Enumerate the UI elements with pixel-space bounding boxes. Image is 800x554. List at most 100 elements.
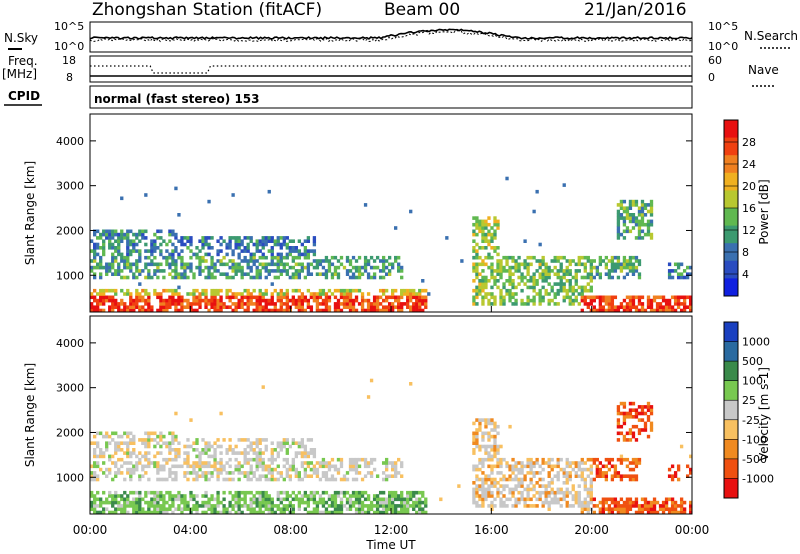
heatmap-cell xyxy=(135,510,139,515)
heatmap-cell xyxy=(321,500,326,505)
heatmap-cell xyxy=(670,500,675,505)
heatmap-cell xyxy=(156,308,160,313)
heatmap-cell xyxy=(249,295,253,300)
heatmap-cell xyxy=(318,292,323,296)
heatmap-cell xyxy=(544,292,548,296)
heatmap-cell xyxy=(192,464,196,469)
heatmap-cell xyxy=(640,209,645,214)
heatmap-cell xyxy=(484,279,488,283)
heatmap-cell xyxy=(481,461,485,465)
heatmap-cell xyxy=(616,222,621,227)
heatmap-cell xyxy=(105,269,109,273)
heatmap-cell xyxy=(174,236,178,240)
heatmap-cell xyxy=(261,298,265,303)
colorbar-swatch xyxy=(724,172,738,191)
heatmap-cell xyxy=(156,441,160,445)
heatmap-cell xyxy=(189,490,193,495)
heatmap-cell xyxy=(120,434,124,439)
heatmap-cell xyxy=(168,497,172,502)
heatmap-cell xyxy=(369,302,374,306)
heatmap-cell xyxy=(255,265,259,270)
heatmap-cell xyxy=(120,252,124,257)
heatmap-cell xyxy=(366,259,371,263)
heatmap-cell xyxy=(267,239,271,243)
heatmap-cell xyxy=(297,272,301,276)
heatmap-cell xyxy=(397,302,401,306)
heatmap-cell xyxy=(162,494,166,498)
heatmap-cell xyxy=(213,507,217,511)
heatmap-cell xyxy=(529,457,533,462)
heatmap-cell xyxy=(171,494,175,498)
heatmap-cell xyxy=(306,461,311,465)
heatmap-cell xyxy=(234,302,238,306)
heatmap-cell xyxy=(282,255,286,260)
heatmap-cell xyxy=(117,448,121,452)
heatmap-cell xyxy=(282,507,286,511)
heatmap-cell xyxy=(526,457,530,462)
heatmap-cell xyxy=(159,451,163,455)
heatmap-cell xyxy=(147,490,151,495)
heatmap-cell xyxy=(520,481,524,485)
heatmap-cell xyxy=(526,255,530,260)
heatmap-cell xyxy=(213,275,217,280)
heatmap-cell xyxy=(496,481,500,485)
heatmap-cell xyxy=(637,302,642,306)
heatmap-cell xyxy=(418,295,422,300)
heatmap-cell xyxy=(231,308,235,313)
heatmap-cell xyxy=(583,504,587,508)
heatmap-cell xyxy=(282,292,286,296)
heatmap-cell xyxy=(246,451,250,455)
heatmap-cell xyxy=(228,298,232,303)
heatmap-cell xyxy=(213,308,217,313)
heatmap-cell xyxy=(303,454,308,459)
heatmap-cell xyxy=(216,252,220,257)
heatmap-cell xyxy=(117,500,121,505)
heatmap-cell xyxy=(646,222,651,227)
heatmap-cell xyxy=(508,490,512,495)
heatmap-cell xyxy=(496,269,500,273)
heatmap-cell xyxy=(216,259,220,263)
heatmap-cell xyxy=(366,292,371,296)
heatmap-cell xyxy=(264,308,268,313)
heatmap-cell xyxy=(381,288,386,293)
heatmap-cell xyxy=(532,504,536,508)
heatmap-cell xyxy=(207,497,211,502)
heatmap-cell xyxy=(616,504,621,508)
heatmap-cell xyxy=(526,471,530,475)
heatmap-cell xyxy=(117,246,121,250)
heatmap-cell xyxy=(108,295,112,300)
heatmap-cell xyxy=(174,411,178,416)
heatmap-cell xyxy=(327,504,332,508)
heatmap-cell xyxy=(234,451,238,455)
heatmap-cell xyxy=(147,275,151,280)
heatmap-cell xyxy=(631,219,636,224)
heatmap-cell xyxy=(108,457,112,462)
heatmap-cell xyxy=(339,461,344,465)
heatmap-cell xyxy=(372,305,377,309)
heatmap-cell xyxy=(333,500,338,505)
heatmap-cell xyxy=(270,282,274,286)
heatmap-cell xyxy=(619,199,624,204)
heatmap-cell xyxy=(481,457,485,462)
heatmap-cell xyxy=(381,510,386,515)
heatmap-cell xyxy=(397,471,401,475)
heatmap-cell xyxy=(601,298,606,303)
heatmap-cell xyxy=(601,474,606,478)
heatmap-cell xyxy=(114,255,118,260)
heatmap-cell xyxy=(126,500,130,505)
heatmap-cell xyxy=(360,457,365,462)
heatmap-cell xyxy=(403,504,407,508)
heatmap-cell xyxy=(472,262,476,267)
heatmap-cell xyxy=(363,255,368,260)
heatmap-cell xyxy=(550,298,554,303)
heatmap-cell xyxy=(129,239,133,243)
heatmap-cell xyxy=(532,209,536,214)
heatmap-cell xyxy=(375,305,380,309)
heatmap-cell xyxy=(216,474,220,478)
heatmap-cell xyxy=(676,295,681,300)
heatmap-cell xyxy=(646,229,651,234)
heatmap-cell xyxy=(622,457,627,462)
heatmap-cell xyxy=(333,305,338,309)
heatmap-cell xyxy=(640,418,645,422)
heatmap-cell xyxy=(183,298,187,303)
